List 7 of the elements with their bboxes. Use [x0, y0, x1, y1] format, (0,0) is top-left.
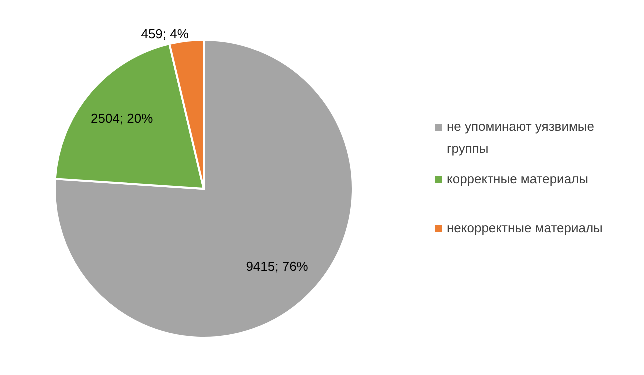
legend-label: некорректные материалы — [447, 220, 603, 236]
legend-label: корректные материалы — [447, 171, 588, 186]
data-label: 459; 4% — [141, 26, 190, 42]
data-label: 2504; 20% — [91, 111, 154, 126]
legend-label: не упоминают уязвимые группы — [447, 119, 594, 156]
pie-slice — [54, 39, 354, 339]
data-label: 9415; 76% — [246, 258, 309, 274]
